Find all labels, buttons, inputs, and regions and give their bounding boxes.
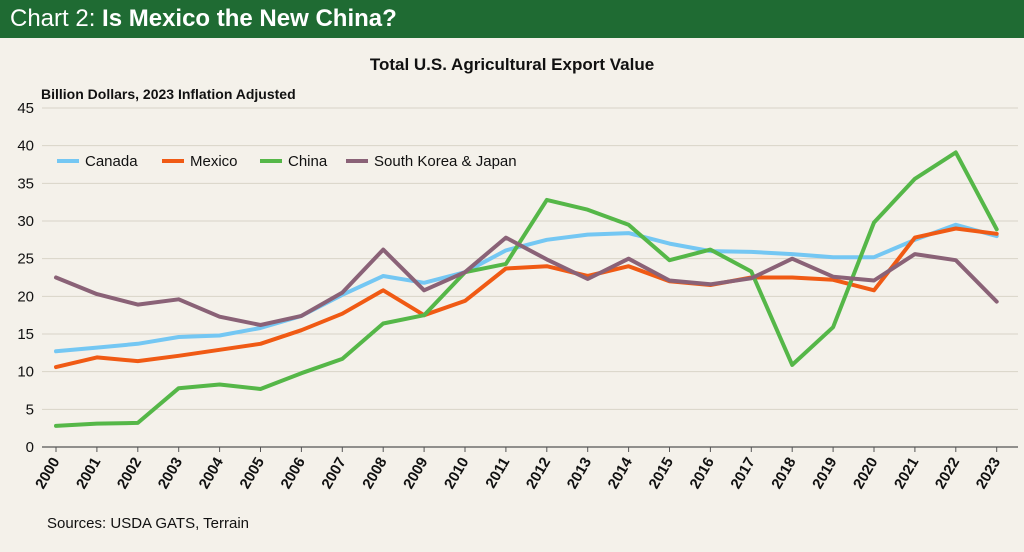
x-tick-label: 2010 [441,455,472,492]
chart-title: Total U.S. Agricultural Export Value [369,55,655,74]
series-line-mexico [54,226,999,370]
x-tick-label: 2011 [482,455,513,492]
x-tick-label: 2023 [973,454,1004,491]
source-note: Sources: USDA GATS, Terrain [47,515,250,532]
y-tick-label: 30 [17,213,34,230]
x-tick-label: 2006 [277,455,308,492]
y-tick-label: 15 [17,326,34,343]
y-tick-label: 40 [17,138,34,155]
x-tick-label: 2009 [400,455,431,492]
legend-label: China [288,153,328,170]
y-tick-label: 25 [17,251,34,268]
series-lines [54,150,999,428]
x-tick-label: 2003 [155,455,186,492]
y-tick-label: 10 [17,364,34,381]
header-title-prefix: Chart 2: [10,5,103,32]
x-axis-ticks: 2000 2001 2002 2003 2004 2005 2006 2007 2008 2009… [32,447,1004,492]
legend: Canada Mexico China South Korea & Japan [57,153,517,170]
y-axis-label: Billion Dollars, 2023 Inflation Adjusted [41,86,296,102]
x-tick-label: 2000 [32,455,63,492]
x-tick-label: 2015 [646,455,677,492]
chart-header: Chart 2: Is Mexico the New China? [0,0,1024,38]
y-tick-label: 35 [17,175,34,192]
x-tick-label: 2008 [359,455,390,492]
x-tick-label: 2022 [932,455,963,492]
header-title-main: Is Mexico the New China? [102,5,397,32]
x-tick-label: 2018 [768,455,799,492]
x-tick-label: 2007 [318,455,349,492]
x-tick-label: 2017 [727,455,758,492]
x-tick-label: 2005 [237,455,268,492]
y-tick-label: 45 [17,100,34,117]
series-line-south-korea-japan [54,235,999,327]
x-tick-label: 2021 [891,455,922,492]
header-title: Chart 2: Is Mexico the New China? [10,6,397,32]
legend-label: Canada [85,153,138,170]
x-tick-label: 2004 [196,454,228,492]
x-tick-label: 2013 [564,455,595,492]
x-tick-label: 2012 [523,455,554,492]
x-tick-label: 2002 [114,455,145,492]
y-axis-ticks: 0 5 10 15 20 25 30 35 40 45 [17,100,34,456]
series-line-china [54,150,999,428]
x-tick-label: 2001 [73,455,104,492]
y-tick-label: 5 [26,401,34,418]
x-tick-label: 2019 [809,455,840,492]
gridlines [42,107,1018,448]
x-tick-label: 2016 [686,455,717,492]
legend-label: Mexico [190,153,238,170]
legend-label: South Korea & Japan [374,153,517,170]
y-tick-label: 0 [26,439,34,456]
x-tick-label: 2020 [850,455,881,492]
y-tick-label: 20 [17,288,34,305]
x-tick-label: 2014 [605,454,637,492]
series-line-canada [54,222,999,354]
